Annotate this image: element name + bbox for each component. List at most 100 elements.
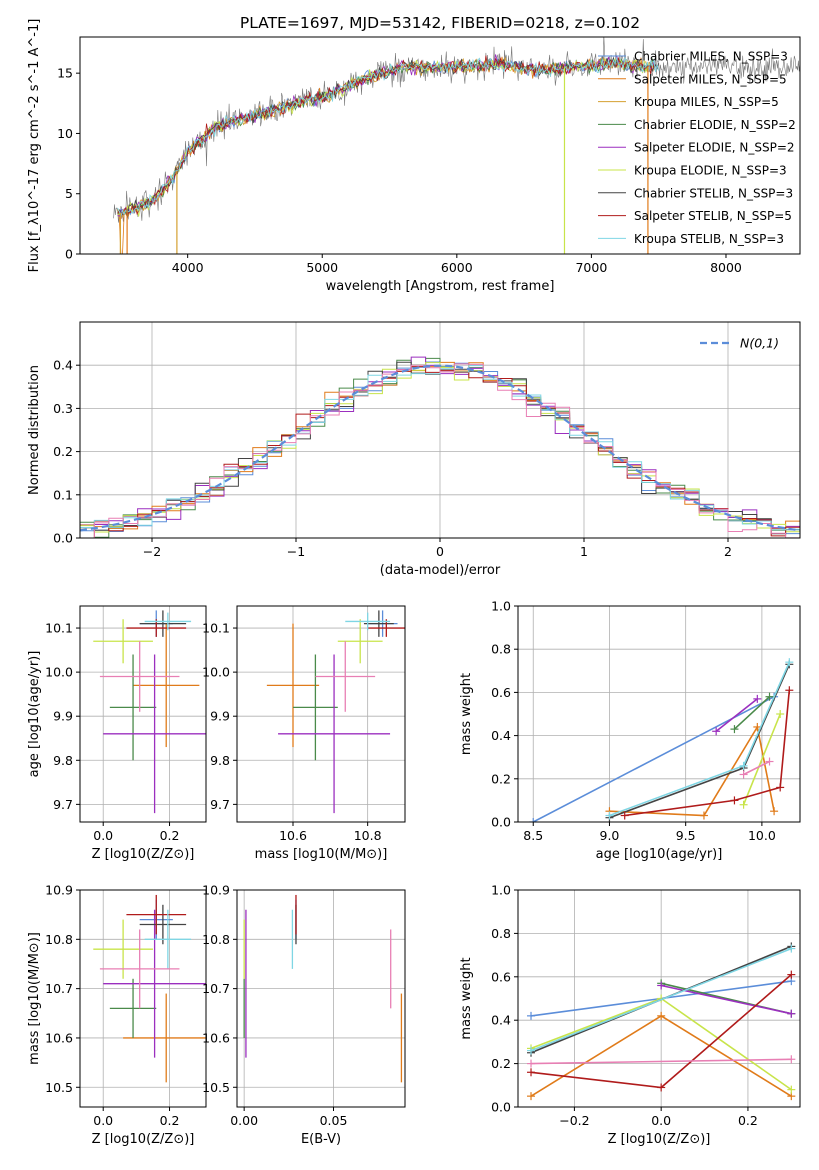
y-tick-label: 0.0 [491, 1100, 511, 1115]
gaussian-curve [80, 364, 800, 532]
y-tick-label: 0.6 [491, 685, 511, 700]
plot-area [93, 894, 206, 1083]
model-spectrum-line [117, 56, 660, 218]
y-tick-label: 0.1 [53, 487, 73, 502]
x-tick-label: 0.0 [93, 1113, 113, 1128]
residuals-panel: −2 −1 0 1 2 0.0 0.1 0.2 0.3 0.4 (data-model)/error… [27, 321, 801, 578]
x-axis-label: mass [log10(M/M⊙)] [255, 847, 388, 862]
figure-title: PLATE=1697, MJD=53142, FIBERID=0218, z=0… [240, 14, 640, 32]
x-tick-label: 0.0 [93, 828, 113, 843]
y-tick-label: 10.6 [45, 1030, 73, 1045]
y-tick-label: 0.6 [491, 969, 511, 984]
z-mass-panel: 0.0 0.2 10.5 10.6 10.7 10.8 10.9 Z [log10(Z/Z⊙)… [27, 883, 207, 1147]
model-spectrum-line [117, 57, 660, 218]
legend-label: Kroupa STELIB, N_SSP=3 [634, 232, 784, 246]
legend-label: N(0,1) [740, 336, 779, 351]
x-tick-label: 10.8 [354, 828, 382, 843]
y-tick-label: 10.0 [45, 665, 73, 680]
x-tick-label: 0 [436, 544, 444, 559]
x-tick-label: 0.05 [320, 1113, 348, 1128]
x-axis-label: (data-model)/error [380, 563, 501, 578]
y-axis-label: mass weight [459, 673, 474, 755]
x-tick-label: 7000 [575, 260, 607, 275]
plot-area [243, 894, 403, 1083]
x-tick-label: −1 [287, 544, 305, 559]
x-tick-label: 1 [580, 544, 588, 559]
x-tick-label: 5000 [306, 260, 338, 275]
x-tick-label: 9.0 [600, 828, 620, 843]
y-axis-label: Normed distribution [27, 365, 42, 495]
y-axis-label: age [log10(age/yr)] [27, 651, 42, 778]
weight-line [609, 663, 791, 819]
y-tick-label: 5 [65, 186, 73, 201]
y-tick-label: 0.4 [53, 358, 73, 373]
age-weight-panel: 8.5 9.0 9.5 10.0 0.0 0.2 0.4 0.6 0.8 1.0 age [log1… [459, 599, 801, 862]
y-tick-label: 10.7 [202, 981, 230, 996]
y-tick-label: 9.8 [210, 753, 230, 768]
x-axis-label: Z [log10(Z/Z⊙)] [92, 1132, 195, 1147]
x-tick-label: 8000 [710, 260, 742, 275]
legend-label: Chabrier STELIB, N_SSP=3 [634, 186, 793, 200]
weight-line [742, 713, 781, 805]
ebv-mass-panel: 0.00 0.05 10.5 10.6 10.7 10.8 10.9 E(B-V) [202, 883, 406, 1147]
axes-frame [236, 605, 406, 823]
weight-line [624, 690, 791, 817]
y-tick-label: 10.5 [202, 1080, 230, 1095]
plot-area [93, 610, 206, 814]
y-axis-label: Flux [f_λ10^-17 erg cm^-2 s^-1 A^-1] [27, 19, 42, 273]
y-tick-label: 0.4 [491, 1013, 511, 1028]
z-weight-panel: −0.2 0.0 0.2 0.0 0.2 0.4 0.6 0.8 1.0 Z [log10(Z/Z… [459, 883, 801, 1147]
y-tick-label: 0.2 [491, 1056, 511, 1071]
x-tick-label: 9.5 [676, 828, 696, 843]
axes-frame [517, 605, 801, 823]
weight-line [715, 698, 758, 732]
y-tick-label: 10.0 [202, 665, 230, 680]
x-tick-label: 0.2 [160, 1113, 180, 1128]
axes-frame [517, 889, 801, 1108]
y-tick-label: 10.5 [45, 1080, 73, 1095]
plot-area [113, 37, 800, 254]
legend-label: Chabrier ELODIE, N_SSP=2 [634, 118, 796, 132]
axes-frame [79, 889, 207, 1108]
model-spectrum-line [117, 56, 655, 254]
y-tick-label: 1.0 [491, 599, 511, 614]
x-tick-label: 4000 [172, 260, 204, 275]
y-tick-label: 10.7 [45, 981, 73, 996]
plot-area [80, 356, 800, 538]
y-tick-label: 0.8 [491, 926, 511, 941]
x-tick-label: 8.5 [523, 828, 543, 843]
y-tick-label: 0.2 [53, 444, 73, 459]
y-tick-label: 0.0 [53, 531, 73, 546]
y-tick-label: 0 [65, 247, 73, 262]
x-axis-label: E(B-V) [301, 1132, 341, 1147]
plot-area [266, 610, 405, 814]
y-tick-label: 0.8 [491, 642, 511, 657]
x-tick-label: 0.2 [738, 1113, 758, 1128]
y-tick-label: 10.9 [202, 883, 230, 898]
weight-line [733, 696, 771, 730]
y-tick-label: 9.8 [53, 753, 73, 768]
x-tick-label: 10.0 [748, 828, 776, 843]
y-tick-label: 0.0 [491, 815, 511, 830]
legend-label: Salpeter STELIB, N_SSP=5 [634, 209, 792, 223]
y-tick-label: 10.1 [45, 621, 73, 636]
mass-age-panel: 10.6 10.8 9.7 9.8 9.9 10.0 10.1 mass [log10(M/M… [202, 605, 406, 862]
legend-label: Kroupa MILES, N_SSP=5 [634, 95, 779, 109]
y-tick-label: 10.6 [202, 1030, 230, 1045]
weight-line [530, 1058, 792, 1065]
x-tick-label: 0.00 [230, 1113, 258, 1128]
y-tick-label: 9.9 [53, 709, 73, 724]
axes-frame [236, 889, 406, 1108]
weight-line [743, 760, 770, 776]
x-axis-label: Z [log10(Z/Z⊙)] [608, 1132, 711, 1147]
x-tick-label: 0.2 [160, 828, 180, 843]
y-axis-label: mass weight [459, 957, 474, 1039]
x-tick-label: 0.0 [651, 1113, 671, 1128]
y-axis-label: mass [log10(M/M⊙)] [27, 932, 42, 1065]
y-tick-label: 10.1 [202, 621, 230, 636]
y-tick-label: 0.3 [53, 401, 73, 416]
residual-histogram-step [80, 363, 800, 538]
x-axis-label: age [log10(age/yr)] [596, 847, 723, 862]
legend-label: Chabrier MILES, N_SSP=3 [634, 50, 788, 64]
